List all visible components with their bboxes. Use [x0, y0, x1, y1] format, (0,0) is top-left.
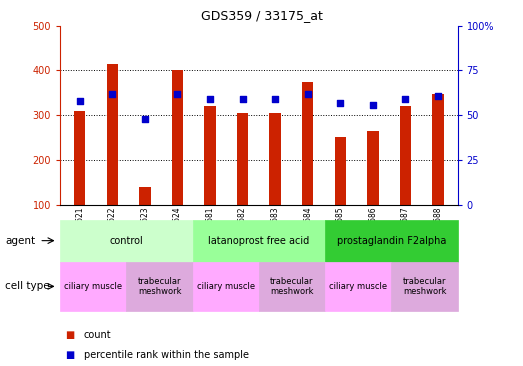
Text: trabecular
meshwork: trabecular meshwork	[270, 277, 314, 296]
Text: latanoprost free acid: latanoprost free acid	[208, 236, 310, 246]
Point	[108, 91, 117, 97]
Text: ciliary muscle: ciliary muscle	[197, 282, 255, 291]
Bar	[433, 94, 444, 205]
Point	[434, 93, 442, 98]
Bar	[302, 82, 313, 205]
Text: control: control	[109, 236, 143, 246]
Point	[271, 96, 279, 102]
Bar	[172, 71, 183, 205]
Text: count: count	[84, 330, 111, 340]
Text: ■: ■	[65, 350, 75, 360]
Text: cell type: cell type	[5, 281, 50, 291]
Point	[206, 96, 214, 102]
Bar	[335, 137, 346, 205]
Bar	[269, 113, 281, 205]
Bar	[139, 187, 151, 205]
Bar	[367, 131, 379, 205]
Bar	[204, 106, 215, 205]
Bar	[107, 64, 118, 205]
Point	[336, 100, 345, 106]
Point	[401, 96, 410, 102]
Text: GDS359 / 33175_at: GDS359 / 33175_at	[200, 9, 323, 22]
Text: prostaglandin F2alpha: prostaglandin F2alpha	[337, 236, 446, 246]
Point	[173, 91, 181, 97]
Text: agent: agent	[5, 236, 36, 246]
Point	[141, 116, 149, 122]
Bar	[74, 111, 85, 205]
Point	[369, 102, 377, 108]
Text: percentile rank within the sample: percentile rank within the sample	[84, 350, 248, 360]
Text: ciliary muscle: ciliary muscle	[64, 282, 122, 291]
Point	[303, 91, 312, 97]
Text: ciliary muscle: ciliary muscle	[329, 282, 388, 291]
Text: trabecular
meshwork: trabecular meshwork	[403, 277, 446, 296]
Bar	[400, 106, 411, 205]
Point	[75, 98, 84, 104]
Text: ■: ■	[65, 330, 75, 340]
Point	[238, 96, 247, 102]
Bar	[237, 113, 248, 205]
Text: trabecular
meshwork: trabecular meshwork	[138, 277, 181, 296]
